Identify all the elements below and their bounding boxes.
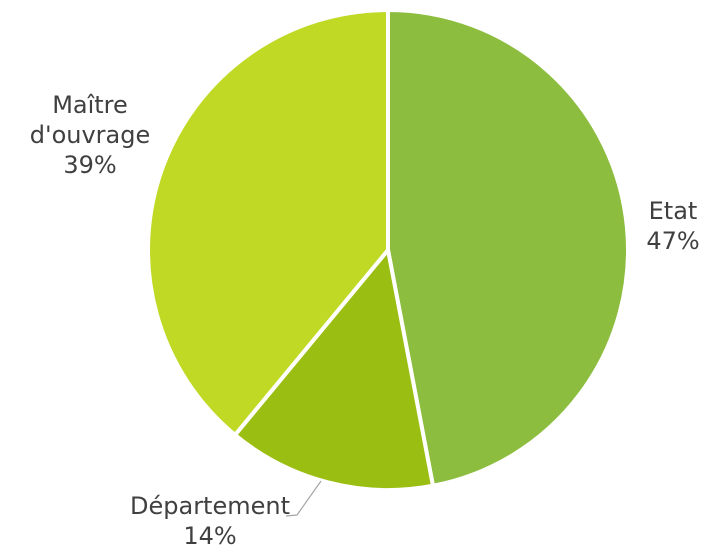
pie-slice-etat — [386, 8, 630, 488]
slice-percent-departement: 14% — [183, 522, 237, 550]
slice-label-departement: Département 14% — [120, 491, 300, 551]
slice-name-etat: Etat — [648, 197, 698, 225]
slice-percent-etat: 47% — [646, 227, 700, 255]
pie-slice-maitre-d-ouvrage — [146, 8, 390, 437]
slice-name-departement: Département — [130, 492, 290, 520]
slice-name-maitre-douvrage-line2: d'ouvrage — [29, 121, 151, 149]
slice-name-maitre-douvrage-line1: Maître — [52, 91, 128, 119]
leader-line-departement — [285, 480, 322, 517]
slice-label-etat: Etat 47% — [628, 196, 707, 256]
slice-percent-maitre-douvrage: 39% — [63, 151, 117, 179]
slice-label-maitre-douvrage: Maître d'ouvrage 39% — [5, 90, 175, 180]
pie-slice-departement — [233, 248, 435, 492]
